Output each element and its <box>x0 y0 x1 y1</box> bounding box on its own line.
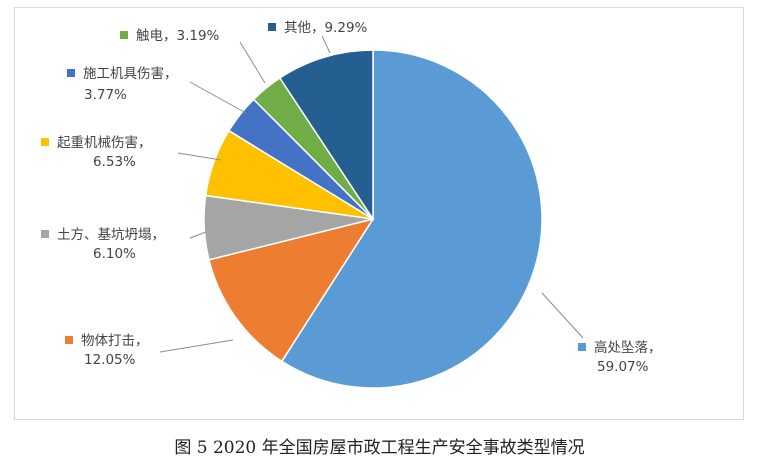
leader-line <box>177 152 222 161</box>
pie-chart: 高处坠落， 59.07% 物体打击， 12.05% 土方、基坑坍塌， 6.10% 起重机械伤… <box>41 20 662 389</box>
slice-value-label: 3.77% <box>84 87 127 103</box>
label-marker <box>268 23 276 31</box>
slice-label: 施工机具伤害， <box>83 66 178 82</box>
slice-value-label: 6.53% <box>93 154 136 170</box>
leader-line <box>321 35 331 54</box>
label-marker <box>65 336 73 344</box>
slice-label: 起重机械伤害， <box>57 135 152 151</box>
slice-label: 高处坠落， <box>594 339 662 356</box>
slice-value-label: 12.05% <box>84 352 136 368</box>
leader-line <box>541 292 584 339</box>
label-marker <box>67 69 75 77</box>
leader-line <box>189 81 247 114</box>
slice-label: 触电，3.19% <box>136 28 220 44</box>
slice-label: 其他，9.29% <box>284 20 368 36</box>
leader-line <box>239 41 266 84</box>
slice-value-label: 6.10% <box>93 246 136 262</box>
label-marker <box>41 138 49 146</box>
pie-slice <box>280 49 543 389</box>
label-marker <box>578 343 586 351</box>
slice-label: 物体打击， <box>81 332 149 349</box>
leader-line <box>159 339 234 353</box>
figure-caption: 图 5 2020 年全国房屋市政工程生产安全事故类型情况 <box>174 438 585 458</box>
leader-line <box>189 231 207 239</box>
label-marker <box>41 230 49 238</box>
label-marker <box>120 31 128 39</box>
pie-slice <box>278 49 374 222</box>
pie-slice <box>208 217 375 363</box>
slice-value-label: 59.07% <box>597 359 649 375</box>
slice-label: 土方、基坑坍塌， <box>57 226 165 243</box>
